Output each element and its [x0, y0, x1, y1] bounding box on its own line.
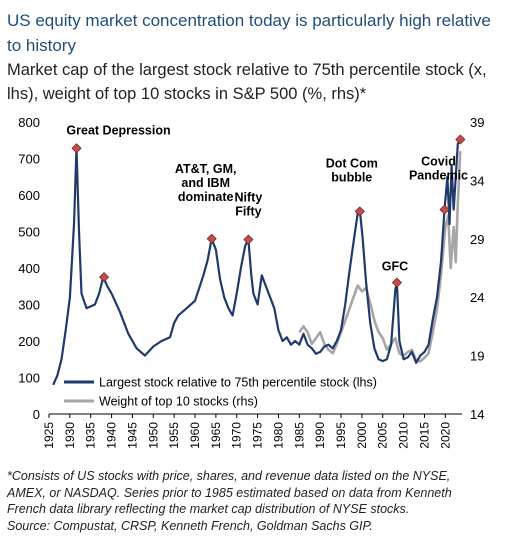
- y-right-tick-label: 14: [470, 407, 484, 422]
- y-right-tick-label: 19: [470, 349, 484, 364]
- series-line-top10-weight: [298, 151, 462, 363]
- chart-subtitle: Market cap of the largest stock relative…: [7, 61, 487, 103]
- annotation-label: Fifty: [235, 205, 261, 219]
- y-left-tick-label: 100: [18, 371, 40, 386]
- x-tick-label: 1940: [105, 422, 119, 449]
- annotation-label: Dot Com: [326, 156, 378, 170]
- y-right-tick-label: 34: [470, 173, 484, 188]
- event-marker: [354, 206, 365, 217]
- legend-label-largest-stock: Largest stock relative to 75th percentil…: [99, 376, 377, 390]
- annotation-label: Pandemic: [409, 169, 468, 183]
- chart-title: US equity market concentration today is …: [7, 11, 491, 55]
- y-right-tick-label: 24: [470, 290, 484, 305]
- annotation-label: AT&T, GM,: [175, 162, 237, 176]
- y-left-tick-label: 700: [18, 152, 40, 167]
- y-left-tick-label: 0: [33, 407, 40, 422]
- annotation-label: Covid: [421, 155, 456, 169]
- x-tick-label: 2010: [397, 422, 411, 449]
- x-tick-label: 1935: [84, 422, 98, 449]
- annotation-label: and IBM: [181, 176, 230, 190]
- annotation-label: Nifty: [235, 191, 263, 205]
- annotation-layer: Great Depression AT&T, GM,and IBMdominate…: [66, 123, 468, 273]
- x-tick-label: 1955: [167, 422, 181, 449]
- y-left-tick-label: 400: [18, 261, 40, 276]
- marker-layer: [71, 134, 466, 288]
- x-tick-label: 1980: [271, 422, 285, 449]
- y-left-tick-label: 800: [18, 115, 40, 130]
- legend-label-top10-weight: Weight of top 10 stocks (rhs): [99, 395, 258, 409]
- y-left-tick-label: 500: [18, 225, 40, 240]
- footnote-line-2: AMEX, or NASDAQ. Series prior to 1985 es…: [7, 485, 452, 500]
- series-layer: [52, 137, 462, 386]
- event-marker: [439, 204, 450, 215]
- event-marker: [243, 234, 254, 245]
- footnote-line-3: French data library reflecting the marke…: [7, 502, 410, 516]
- axes: 0 100 200 300 400 500 600 700 800 14 19 24 29 34 39 192…: [18, 115, 484, 449]
- y-right-tick-label: 39: [470, 115, 484, 130]
- x-tick-label: 1960: [188, 422, 202, 449]
- y-left-tick-label: 600: [18, 188, 40, 203]
- event-marker: [71, 143, 82, 154]
- x-tick-label: 1990: [313, 422, 327, 449]
- x-tick-label: 1995: [334, 422, 348, 449]
- footnote: *Consists of US stocks with price, share…: [7, 468, 511, 534]
- x-tick-label: 1965: [209, 422, 223, 449]
- x-tick-label: 1985: [292, 422, 306, 449]
- x-tick-label: 2005: [376, 422, 390, 449]
- x-tick-label: 1945: [125, 422, 139, 449]
- y-left-tick-label: 200: [18, 334, 40, 349]
- footnote-line-4: Source: Compustat, CRSP, Kenneth French,…: [7, 518, 373, 533]
- x-tick-label: 1975: [251, 422, 265, 449]
- concentration-chart: 0 100 200 300 400 500 600 700 800 14 19 24 29 34 39 192…: [18, 115, 484, 449]
- event-marker: [99, 272, 110, 283]
- annotation-label: GFC: [382, 260, 408, 274]
- x-tick-label: 2015: [417, 422, 431, 449]
- x-tick-label: 1925: [42, 422, 56, 449]
- annotation-label: bubble: [331, 170, 372, 184]
- x-tick-label: 1950: [146, 422, 160, 449]
- event-marker: [206, 233, 217, 244]
- event-marker: [391, 277, 402, 288]
- annotation-label: dominate: [178, 190, 234, 204]
- x-tick-label: 1970: [230, 422, 244, 449]
- x-tick-label: 2000: [355, 422, 369, 449]
- y-left-tick-label: 300: [18, 298, 40, 313]
- footnote-line-1: *Consists of US stocks with price, share…: [7, 469, 451, 483]
- x-tick-label: 1930: [63, 422, 77, 449]
- event-marker: [455, 134, 466, 145]
- x-tick-label: 2020: [438, 422, 452, 449]
- legend: Largest stock relative to 75th percentil…: [64, 376, 377, 409]
- annotation-label: Great Depression: [66, 123, 170, 137]
- y-right-tick-label: 29: [470, 232, 484, 247]
- series-line-largest-stock: [52, 137, 462, 386]
